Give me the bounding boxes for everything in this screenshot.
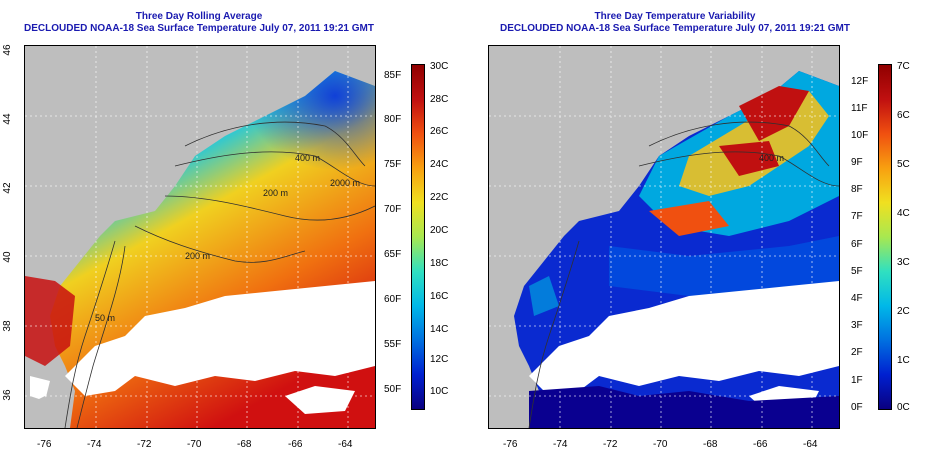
x-tick: -70 <box>653 439 668 450</box>
x-tick: -68 <box>237 439 252 450</box>
cb-label: 24C <box>430 159 449 170</box>
cb-label: 4C <box>897 208 910 219</box>
cb-label: 11F <box>851 103 868 114</box>
cb-label: 5F <box>851 266 863 277</box>
right-title: Three Day Temperature Variability DECLOU… <box>460 11 890 35</box>
cb-label: 26C <box>430 126 449 137</box>
left-title-sub: DECLOUDED NOAA-18 Sea Surface Temperatur… <box>24 23 374 34</box>
left-contour-label: 200 m <box>185 251 210 261</box>
cb-label: 1F <box>851 375 863 386</box>
x-tick: -76 <box>37 439 52 450</box>
x-tick: -68 <box>703 439 718 450</box>
y-tick: 40 <box>2 251 13 263</box>
x-tick: -64 <box>803 439 818 450</box>
left-contour-label: 200 m <box>263 188 288 198</box>
cb-label: 9F <box>851 157 863 168</box>
cb-label: 4F <box>851 293 863 304</box>
cb-label: 28C <box>430 94 449 105</box>
cb-label: 2C <box>897 306 910 317</box>
right-colorbar <box>878 64 892 410</box>
cb-label: 65F <box>384 249 402 260</box>
cb-label: 50F <box>384 384 402 395</box>
left-title-main: Three Day Rolling Average <box>135 11 263 22</box>
cb-label: 75F <box>384 159 402 170</box>
right-variability-map: 400 m <box>488 45 840 429</box>
left-contour-label: 50 m <box>95 313 115 323</box>
cb-label: 2F <box>851 347 863 358</box>
y-tick: 44 <box>2 113 13 125</box>
right-title-sub: DECLOUDED NOAA-18 Sea Surface Temperatur… <box>500 23 850 34</box>
left-contour-label: 400 m <box>295 153 320 163</box>
x-tick: -70 <box>187 439 202 450</box>
cb-label: 60F <box>384 294 402 305</box>
cb-label: 85F <box>384 70 402 81</box>
cb-label: 12C <box>430 354 449 365</box>
y-tick: 36 <box>2 389 13 401</box>
cb-label: 16C <box>430 291 449 302</box>
cb-label: 18C <box>430 258 449 269</box>
cb-label: 70F <box>384 204 402 215</box>
right-contour-label: 400 m <box>759 153 784 163</box>
cb-label: 3C <box>897 257 910 268</box>
cb-label: 10C <box>430 386 449 397</box>
cb-label: 3F <box>851 320 863 331</box>
y-tick: 38 <box>2 320 13 332</box>
cb-label: 6F <box>851 239 863 250</box>
cb-label: 80F <box>384 114 402 125</box>
x-tick: -74 <box>87 439 102 450</box>
cb-label: 7F <box>851 211 863 222</box>
x-tick: -66 <box>753 439 768 450</box>
x-tick: -76 <box>503 439 518 450</box>
cb-label: 20C <box>430 225 449 236</box>
right-title-main: Three Day Temperature Variability <box>594 11 756 22</box>
y-tick: 42 <box>2 182 13 194</box>
cb-label: 22C <box>430 192 449 203</box>
y-tick: 46 <box>2 44 13 56</box>
cb-label: 14C <box>430 324 449 335</box>
cb-label: 12F <box>851 76 869 87</box>
cb-label: 10F <box>851 130 869 141</box>
cb-label: 7C <box>897 61 910 72</box>
left-colorbar <box>411 64 425 410</box>
left-sst-map: 400 m 2000 m 200 m 200 m 50 m <box>24 45 376 429</box>
x-tick: -66 <box>288 439 303 450</box>
x-tick: -74 <box>553 439 568 450</box>
left-contour-label: 2000 m <box>330 178 360 188</box>
cb-label: 5C <box>897 159 910 170</box>
cb-label: 8F <box>851 184 863 195</box>
left-title: Three Day Rolling Average DECLOUDED NOAA… <box>0 11 398 35</box>
x-tick: -64 <box>338 439 353 450</box>
cb-label: 55F <box>384 339 402 350</box>
cb-label: 1C <box>897 355 910 366</box>
cb-label: 6C <box>897 110 910 121</box>
x-tick: -72 <box>603 439 618 450</box>
cb-label: 30C <box>430 61 449 72</box>
x-tick: -72 <box>137 439 152 450</box>
cb-label: 0F <box>851 402 863 413</box>
cb-label: 0C <box>897 402 910 413</box>
